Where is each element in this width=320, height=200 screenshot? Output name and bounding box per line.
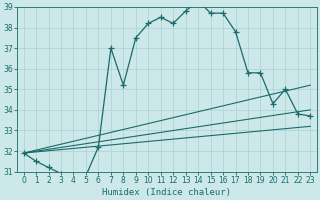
X-axis label: Humidex (Indice chaleur): Humidex (Indice chaleur) [102, 188, 231, 197]
